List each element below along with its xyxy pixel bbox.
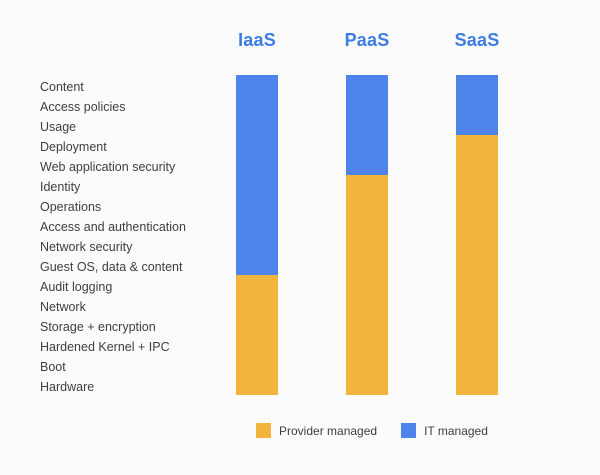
bar-segment-it-managed: [456, 75, 498, 135]
column-header-saas: SaaS: [454, 30, 500, 50]
bar: [346, 75, 388, 395]
layer-label: Boot: [40, 360, 66, 374]
legend-label: Provider managed: [279, 423, 378, 438]
legend-item-provider-managed: Provider managed: [256, 423, 377, 438]
layer-label: Identity: [40, 180, 81, 194]
layer-label: Access and authentication: [40, 220, 186, 234]
layer-label: Guest OS, data & content: [40, 260, 183, 274]
legend-item-it-managed: IT managed: [401, 423, 488, 438]
layer-label: Content: [40, 80, 84, 94]
layer-label: Network: [40, 300, 86, 314]
layer-label: Audit logging: [40, 280, 113, 294]
layer-label: Web application security: [40, 160, 176, 174]
layer-label: Usage: [40, 120, 77, 134]
bar-segment-provider-managed: [236, 275, 278, 395]
layer-label: Operations: [40, 200, 102, 214]
bar-segment-it-managed: [236, 75, 278, 275]
bar-segment-provider-managed: [456, 135, 498, 395]
layer-label: Hardened Kernel + IPC: [40, 340, 170, 354]
bar-segment-provider-managed: [346, 175, 388, 395]
column-header-iaas: IaaS: [238, 30, 276, 50]
layer-label: Deployment: [40, 140, 107, 154]
provider-managed-swatch-icon: [256, 423, 271, 438]
layer-label: Access policies: [40, 100, 126, 114]
bar: [456, 75, 498, 395]
it-managed-swatch-icon: [401, 423, 417, 438]
bar-segment-it-managed: [346, 75, 388, 175]
legend-label: IT managed: [424, 423, 488, 438]
layer-label: Network security: [40, 240, 133, 254]
column-header-paas: PaaS: [344, 30, 390, 50]
layer-labels: Content Access policies Usage Deployment Web…: [40, 77, 230, 397]
layer-label: Storage + encryption: [40, 320, 156, 334]
legend: Provider managed IT managed: [256, 423, 488, 438]
bar: [236, 75, 278, 395]
layer-label: Hardware: [40, 380, 95, 394]
